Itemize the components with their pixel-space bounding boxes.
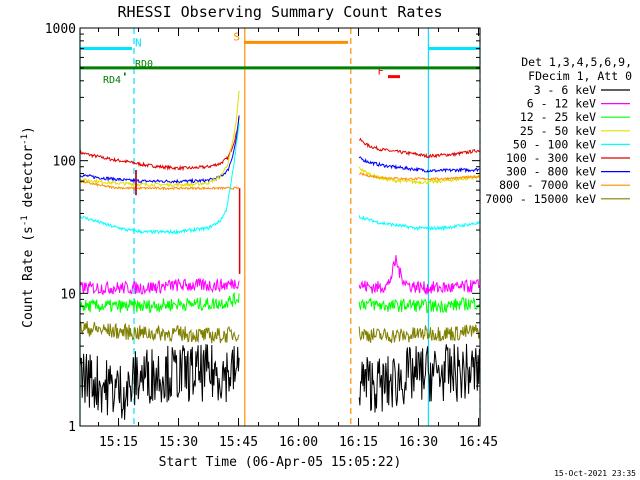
y-axis-label-exponent: -1	[20, 215, 30, 226]
y-tick-label: 1	[68, 420, 76, 435]
series-line	[79, 115, 240, 172]
y-tick-label: 100	[53, 155, 76, 170]
legend-entry-label: 12 - 25 keV	[520, 110, 596, 124]
x-tick-label: 16:00	[279, 435, 318, 450]
y-axis-label-unit: detector	[21, 145, 36, 216]
x-tick-label: 16:15	[339, 435, 378, 450]
legend-header-fdecim: FDecim 1, Att 0	[528, 69, 632, 83]
legend-entry-label: 800 - 7000 keV	[499, 178, 596, 192]
x-tick-label: 16:30	[399, 435, 438, 450]
series-line	[79, 179, 240, 191]
x-tick-label: 15:15	[99, 435, 138, 450]
legend-entry-label: 100 - 300 keV	[506, 151, 596, 165]
x-tick-label: 15:30	[159, 435, 198, 450]
flag-label: RD0	[135, 59, 153, 70]
plot-frame	[79, 27, 481, 427]
series-line	[358, 255, 480, 295]
series-line	[79, 321, 240, 344]
series-line	[79, 344, 240, 420]
series-line	[358, 324, 480, 344]
y-tick-label: 10	[60, 287, 76, 302]
instrument-flags: N S F RD0 RD4	[80, 30, 480, 86]
legend-entry-label: 7000 - 15000 keV	[485, 192, 596, 206]
series-line	[358, 215, 480, 232]
series-line	[79, 123, 240, 236]
count-rate-series	[79, 90, 480, 420]
x-tick-label: 15:45	[219, 435, 258, 450]
footer-date: 15-Oct-2021 23:35	[554, 469, 636, 478]
flag-label: N	[135, 37, 142, 50]
y-tick-label: 1000	[45, 22, 76, 37]
axes: 1 10 100 1000 15:15 15:30 15:45 16:00 16:15 16:30…	[45, 22, 498, 450]
x-axis-label: Start Time (06-Apr-05 15:05:22)	[159, 455, 402, 470]
legend-entry-label: 6 - 12 keV	[527, 97, 596, 111]
legend-header-detectors: Det 1,3,4,5,6,9,	[521, 55, 632, 69]
legend-entry-label: 300 - 800 keV	[506, 165, 596, 179]
series-line	[359, 137, 480, 159]
chart-title: RHESSI Observing Summary Count Rates	[117, 3, 442, 21]
y-axis-label-exponent-2: -1	[20, 134, 30, 145]
series-line	[359, 172, 480, 181]
legend-entry-label: 50 - 100 keV	[513, 137, 596, 151]
flag-label: S	[233, 30, 240, 43]
y-axis-label-main: Count Rate (s	[21, 226, 36, 328]
series-line	[79, 277, 240, 296]
legend-entry-label: 3 - 6 keV	[534, 83, 596, 97]
series-line	[79, 90, 240, 189]
x-tick-label: 16:45	[459, 435, 498, 450]
flag-label: F	[377, 65, 384, 78]
legend-entry-label: 25 - 50 keV	[520, 124, 596, 138]
series-line	[79, 115, 240, 184]
series-line	[358, 343, 480, 413]
series-line	[358, 166, 480, 185]
legend: Det 1,3,4,5,6,9, FDecim 1, Att 0 3 - 6 k…	[485, 55, 632, 206]
series-line	[79, 291, 240, 314]
series-line	[358, 296, 480, 314]
series-line	[358, 156, 480, 174]
flag-label: RD4	[103, 75, 121, 86]
y-axis-label-close: )	[21, 126, 36, 134]
y-axis-label: Count Rate (s-1 detector-1)	[20, 126, 36, 328]
